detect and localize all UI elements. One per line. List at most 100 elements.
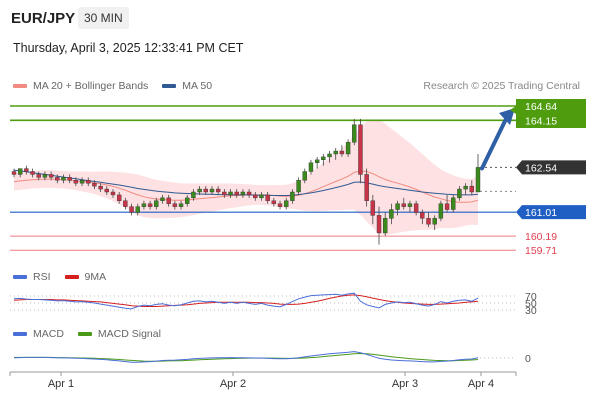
candle-body [191,191,196,199]
candle-body [444,203,450,210]
target-arrow-head [499,108,515,125]
candle-body [296,180,301,193]
ma50-legend-label: MA 50 [182,80,213,92]
candle-body [327,153,332,158]
candle-body [209,188,215,193]
rsi-legend-label: RSI [33,271,51,283]
macd-signal-legend-label: MACD Signal [97,328,161,340]
x-tick-label: Apr 2 [220,378,246,390]
candle-body [129,206,134,213]
rsi-legend: RSI 9MA [13,271,106,283]
candle-body [228,191,233,196]
candle-body [389,209,394,219]
resistance-label-notch [510,106,516,114]
candle-body [438,203,444,219]
pivot-label: 161.01 [525,207,557,219]
research-credit: Research © 2025 Trading Central [423,80,580,92]
candle-body [135,206,140,213]
chart-header: EUR/JPY 30 MIN Thursday, April 3, 2025 1… [0,0,590,70]
rsi-swatch [13,275,27,279]
candle-body [17,168,23,175]
bollinger-band [14,119,478,235]
candle-body [86,180,91,184]
candle-body [178,203,184,207]
candle-body [104,188,110,193]
candle-body [24,168,29,172]
candle-body [420,212,425,219]
candle-body [253,194,258,199]
candle-body [395,203,400,210]
candle-body [321,156,326,161]
candle-body [36,174,41,178]
current-price-label: 162.54 [525,162,557,174]
candle-body [413,203,419,213]
candle-body [265,194,270,201]
candle-body [259,194,264,199]
candle-body [345,142,351,155]
candle-body [383,218,388,234]
candle-body [290,191,295,201]
candle-body [234,191,239,196]
ma50-swatch [162,84,177,88]
candle-body [197,188,202,193]
candle-body [339,150,345,155]
candle-body [463,185,468,190]
ma50-line [13,169,479,196]
candle-body [271,200,277,204]
bollinger-swatch [13,84,27,88]
candle-body [92,183,97,187]
candle-body [123,200,128,207]
datetime-label: Thursday, April 3, 2025 12:33:41 PM CET [13,41,244,55]
candle-body [407,203,413,207]
candle-body [215,188,221,193]
rsi-tick-label: 70 [525,291,537,303]
candle-body [451,197,456,210]
macd-legend-label: MACD [33,328,64,340]
candle-body [185,197,190,204]
candle-body [370,200,376,216]
candle-body [222,191,227,196]
resistance-label-2: 164.15 [525,115,557,127]
candle-body [172,203,178,207]
interval-button[interactable]: 30 MIN [78,7,129,29]
candle-body [147,203,153,207]
candle-body [73,180,79,184]
candle-body [308,162,314,172]
candle-body [166,197,171,204]
candle-body [154,200,159,207]
macd-signal-swatch [77,332,92,336]
rsi-tick-label: 50 [525,298,537,310]
macd-tick-label: 0 [525,353,531,365]
candle-body [98,185,103,190]
target-arrow-shaft [480,117,508,171]
x-tick-label: Apr 3 [392,378,418,390]
candle-body [67,177,72,181]
candle-body [401,203,406,207]
candle-body [110,191,116,196]
price-legend: MA 20 + Bollinger Bands MA 50 [13,80,212,92]
rsi-ma-legend-label: 9MA [84,271,107,283]
rsi-tick-label: 30 [525,305,537,317]
macd-line [13,351,479,363]
candle-body [240,191,246,196]
candle-body [141,203,147,207]
candle-body [55,177,60,181]
candle-body [457,188,462,199]
candle-body [246,191,252,196]
candle-body [333,150,338,155]
rsi-ma-line [13,294,479,307]
support-label-2: 159.71 [525,245,557,257]
symbol-label[interactable]: EUR/JPY [11,10,76,27]
candle-body [11,171,17,175]
bollinger-legend-label: MA 20 + Bollinger Bands [33,80,149,92]
macd-legend: MACD MACD Signal [13,328,161,340]
candle-body [426,218,431,225]
resistance-label-1: 164.64 [525,101,557,113]
rsi-ma-swatch [64,275,79,279]
candle-body [160,197,165,201]
candle-body [364,174,369,201]
candle-body [116,194,122,201]
candle-body [302,171,307,181]
resistance-label-block [516,99,586,128]
